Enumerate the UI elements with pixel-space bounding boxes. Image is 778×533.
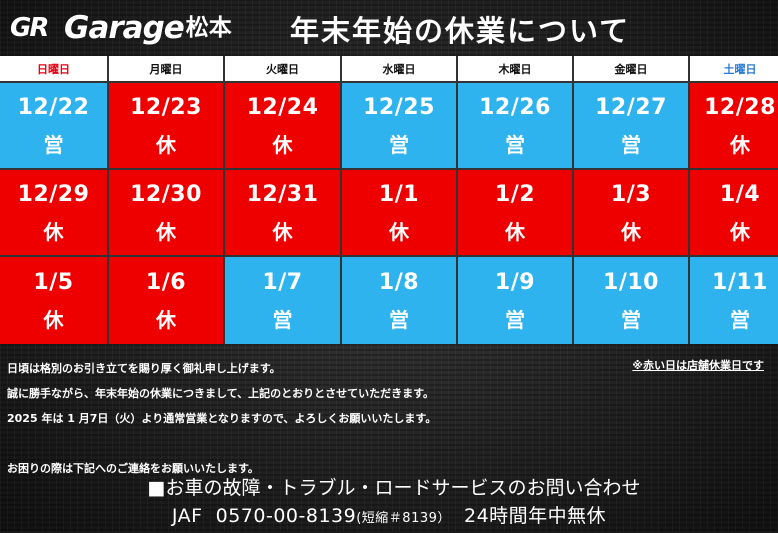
day-status: 営: [43, 132, 64, 157]
weekday-header: 土曜日: [690, 56, 778, 81]
day-date: 12/26: [479, 94, 551, 120]
closed-day-cell: 12/28 休: [690, 83, 778, 168]
day-date: 12/25: [363, 94, 435, 120]
notice-line: お困りの際は下記へのご連絡をお願いいたします。: [7, 462, 259, 475]
day-date: 12/23: [130, 94, 202, 120]
open-day-cell: 12/25 営: [342, 83, 456, 168]
closed-day-cell: 1/6 休: [109, 257, 223, 344]
day-date: 12/22: [17, 94, 90, 120]
day-date: 12/29: [17, 181, 90, 207]
closed-day-cell: 12/23 休: [109, 83, 223, 168]
day-date: 12/31: [246, 181, 319, 207]
weekday-header: 月曜日: [109, 56, 223, 81]
day-status: 休: [505, 219, 525, 244]
day-status: 休: [621, 219, 641, 244]
day-status: 休: [156, 307, 176, 332]
open-day-cell: 1/9 営: [458, 257, 572, 344]
closed-day-legend: ※赤い日は店舗休業日です: [632, 359, 764, 372]
open-day-cell: 1/8 営: [342, 257, 456, 344]
day-date: 1/5: [33, 269, 74, 295]
day-date: 1/8: [378, 269, 420, 295]
day-status: 休: [156, 132, 176, 157]
gr-garage-logo: GR Garage 松本: [10, 11, 232, 45]
day-date: 12/28: [704, 94, 776, 120]
jaf-phone-number: 0570-00-8139: [215, 505, 357, 527]
day-date: 1/4: [719, 181, 761, 207]
day-status: 営: [272, 307, 293, 332]
open-day-cell: 1/7 営: [225, 257, 340, 344]
jaf-short-code: (短縮＃8139）: [356, 511, 451, 526]
service-hours: 24時間年中無休: [463, 505, 607, 527]
closed-day-cell: 1/2 休: [458, 170, 572, 255]
open-day-cell: 12/26 営: [458, 83, 572, 168]
open-day-cell: 12/27 営: [574, 83, 688, 168]
closed-day-cell: 1/1 休: [342, 170, 456, 255]
day-status: 営: [505, 132, 525, 157]
closed-day-cell: 12/31 休: [225, 170, 340, 255]
jaf-label: JAF: [171, 505, 203, 527]
day-status: 営: [730, 307, 750, 332]
day-status: 休: [272, 132, 293, 157]
weekday-header: 木曜日: [458, 56, 572, 81]
day-status: 休: [43, 219, 64, 244]
weekday-header: 火曜日: [225, 56, 340, 81]
day-status: 休: [730, 132, 750, 157]
day-status: 休: [43, 307, 64, 332]
header: GR Garage 松本 年末年始の休業について: [0, 0, 778, 56]
closed-day-cell: 12/29 休: [0, 170, 107, 255]
notice-line: 2025 年は 1 月7日（火）より通常営業となりますので、よろしくお願いいたし…: [7, 412, 437, 425]
day-date: 12/30: [130, 181, 202, 207]
spacer: [7, 431, 707, 456]
holiday-calendar: 日曜日 月曜日 火曜日 水曜日 木曜日 金曜日 土曜日 12/22 営 12/23 休 12/24 休 1…: [0, 56, 778, 344]
day-status: 休: [156, 219, 176, 244]
day-status: 営: [389, 132, 409, 157]
day-date: 1/9: [494, 269, 536, 295]
day-status: 休: [272, 219, 293, 244]
day-status: 営: [505, 307, 525, 332]
gr-logo-mark: GR: [10, 13, 60, 43]
closed-day-cell: 1/5 休: [0, 257, 107, 344]
contact-heading: ■お車の故障・トラブル・ロードサービスのお問い合わせ: [147, 477, 641, 499]
closed-day-cell: 1/4 休: [690, 170, 778, 255]
day-status: 営: [621, 307, 641, 332]
gr-logo-text: GR: [10, 13, 49, 43]
open-day-cell: 1/10 営: [574, 257, 688, 344]
day-status: 休: [730, 219, 750, 244]
page-title: 年末年始の休業について: [290, 14, 631, 48]
garage-logo-text: Garage: [64, 10, 185, 46]
day-status: 休: [389, 219, 409, 244]
notice-text: 日頃は格別のお引き立てを賜り厚く御礼申し上げます。 誠に勝手ながら、年末年始の休…: [7, 356, 707, 481]
day-status: 営: [389, 307, 409, 332]
notice-line: 誠に勝手ながら、年末年始の休業につきまして、上記のとおりとさせていただきます。: [7, 387, 435, 400]
day-status: 営: [621, 132, 641, 157]
contact-phone-line: JAF 0570-00-8139(短縮＃8139） 24時間年中無休: [0, 502, 778, 533]
day-date: 1/11: [712, 269, 768, 295]
day-date: 1/1: [378, 181, 420, 207]
day-date: 1/2: [494, 181, 536, 207]
garage-location: 松本: [185, 15, 232, 41]
day-date: 12/27: [595, 94, 667, 120]
day-date: 1/7: [262, 269, 303, 295]
day-date: 1/10: [603, 269, 659, 295]
contact-info: ■お車の故障・トラブル・ロードサービスのお問い合わせ JAF 0570-00-8…: [0, 474, 778, 533]
weekday-header: 金曜日: [574, 56, 688, 81]
weekday-header: 水曜日: [342, 56, 456, 81]
closed-day-cell: 12/24 休: [225, 83, 340, 168]
closed-day-cell: 1/3 休: [574, 170, 688, 255]
day-date: 1/3: [610, 181, 652, 207]
day-date: 12/24: [246, 94, 319, 120]
closed-day-cell: 12/30 休: [109, 170, 223, 255]
weekday-header: 日曜日: [0, 56, 107, 81]
open-day-cell: 12/22 営: [0, 83, 107, 168]
day-date: 1/6: [145, 269, 187, 295]
open-day-cell: 1/11 営: [690, 257, 778, 344]
notice-line: 日頃は格別のお引き立てを賜り厚く御礼申し上げます。: [7, 362, 281, 375]
